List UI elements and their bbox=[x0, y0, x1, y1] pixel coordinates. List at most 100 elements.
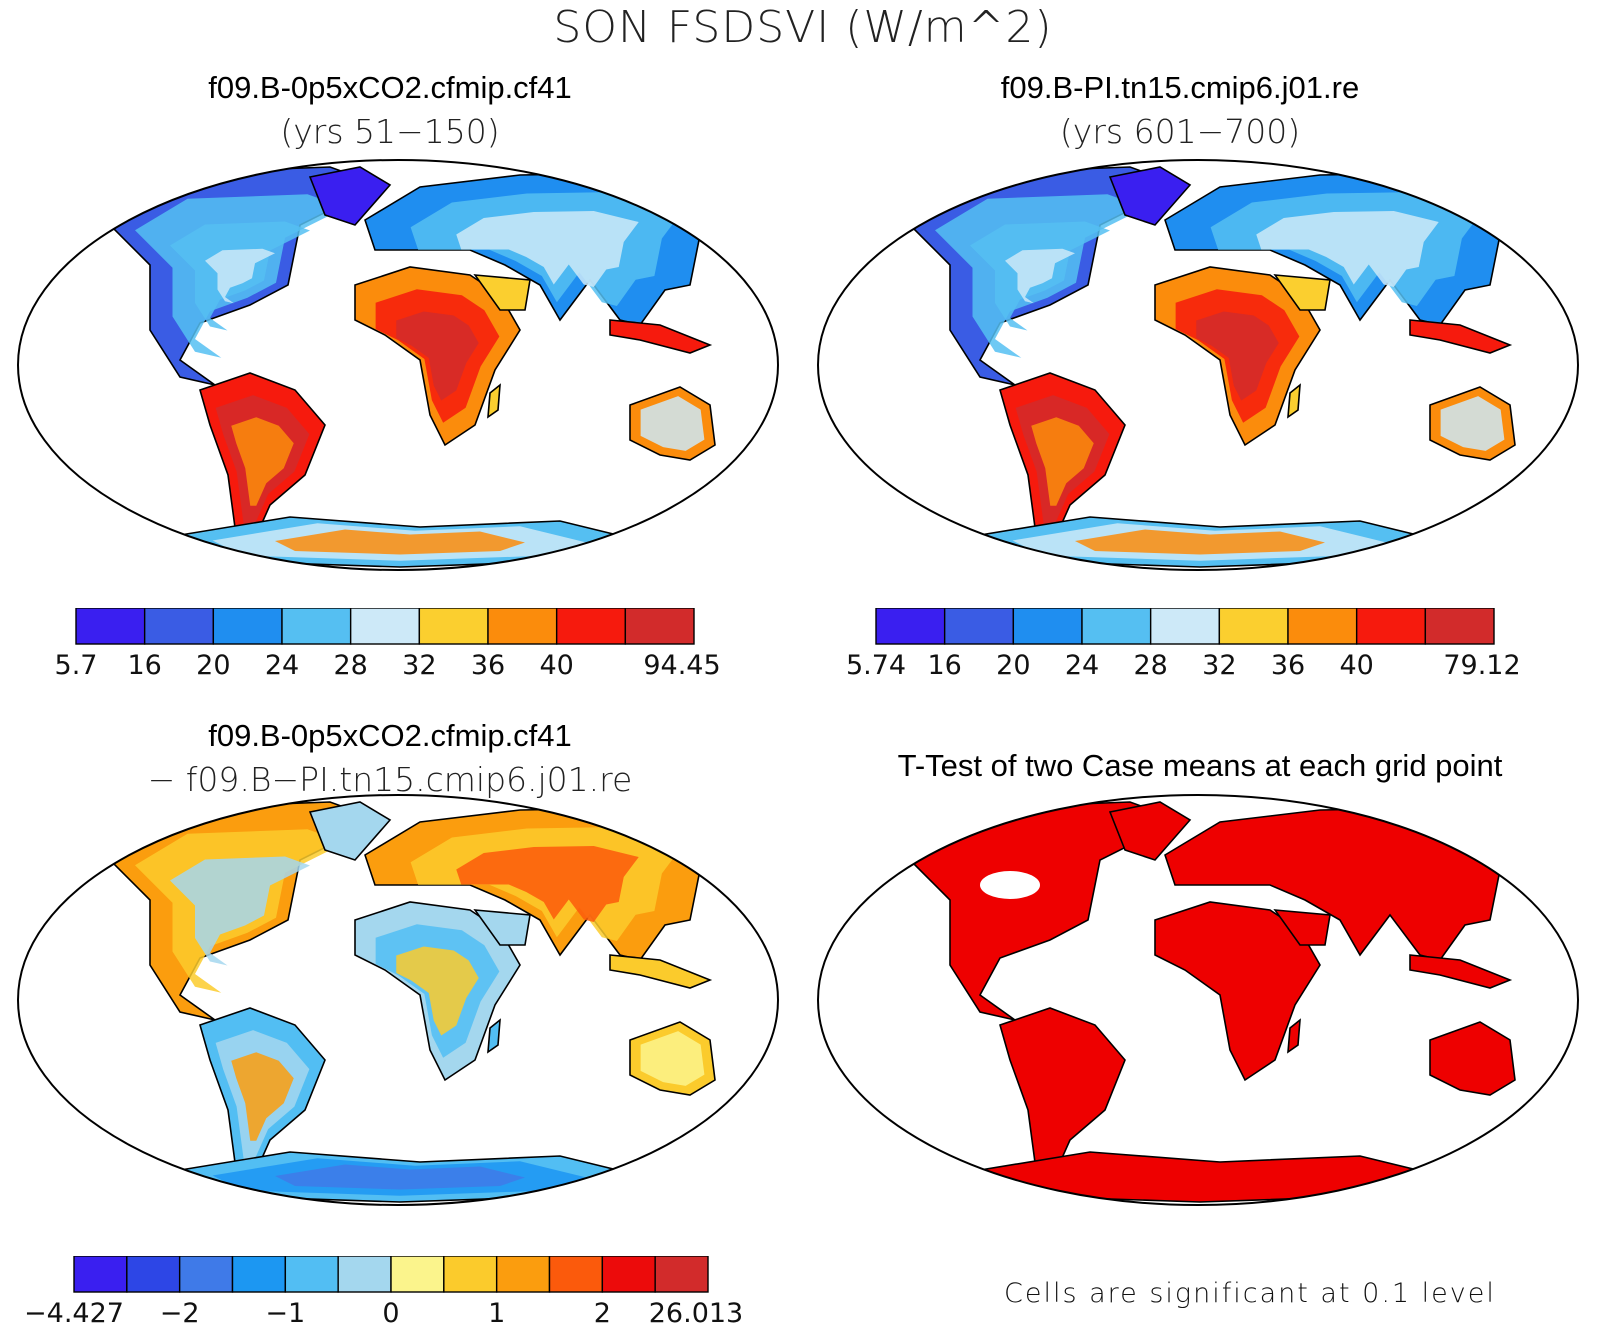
colorbar-tick-label: 40 bbox=[1339, 650, 1373, 681]
colorbar-swatch bbox=[1081, 608, 1152, 645]
colorbar-tick-label: 24 bbox=[1065, 650, 1099, 681]
main-title: SON FSDSVI (W/m^2) bbox=[553, 2, 1053, 53]
colorbar-tick-label: 40 bbox=[539, 650, 573, 681]
land-australia-band bbox=[640, 396, 705, 451]
panel-3-title: f09.B-0p5xCO2.cfmip.cf41 bbox=[208, 718, 572, 753]
colorbar-swatch bbox=[231, 1256, 287, 1293]
colorbar-swatch bbox=[126, 1256, 181, 1293]
land-antarctica bbox=[947, 1151, 1453, 1203]
colorbar-swatch bbox=[390, 1256, 445, 1293]
colorbar-tick-label: 32 bbox=[1202, 650, 1236, 681]
colorbar-swatch bbox=[75, 608, 146, 645]
colorbar-swatch bbox=[1424, 608, 1495, 645]
colorbar-swatch bbox=[548, 1256, 604, 1293]
colorbar-swatch bbox=[624, 608, 695, 645]
land-na-band bbox=[170, 856, 310, 966]
land-madagascar bbox=[487, 383, 501, 419]
map-projection-border bbox=[17, 794, 779, 1206]
land-arabia bbox=[473, 909, 531, 946]
panel-2-title: f09.B-PI.tn15.cmip6.j01.re bbox=[1000, 70, 1360, 105]
colorbar-panel-3: −4.427 −2 −1 0 1 2 26.013 bbox=[24, 1256, 743, 1329]
colorbar-swatch bbox=[1218, 608, 1289, 645]
colorbar-swatch bbox=[143, 608, 215, 645]
significance-note: Cells are significant at 0.1 level bbox=[1004, 1278, 1496, 1309]
colorbar-tick-label: −1 bbox=[265, 1298, 305, 1329]
colorbar-tick-label: 16 bbox=[927, 650, 961, 681]
land-africa-band bbox=[1196, 311, 1279, 401]
colorbar-panel-2: 5.74 16 20 24 28 32 36 40 79.12 bbox=[846, 608, 1521, 681]
land-antarctica-band bbox=[275, 1164, 525, 1190]
land-indonesia bbox=[1409, 319, 1513, 354]
land-australia-band bbox=[1440, 396, 1505, 451]
land-arabia bbox=[473, 274, 531, 311]
land-indonesia bbox=[609, 319, 713, 354]
land-madagascar bbox=[1287, 1018, 1301, 1054]
land-greenland bbox=[308, 801, 392, 861]
colorbar-tick-label: 5.74 bbox=[846, 650, 906, 681]
colorbar-tick-label: 28 bbox=[333, 650, 367, 681]
colorbar-tick-label: −4.427 bbox=[24, 1298, 124, 1329]
panel-2-subtitle: (yrs 601−700) bbox=[1059, 112, 1301, 151]
colorbar-swatch bbox=[875, 608, 946, 645]
land-na-band bbox=[1005, 248, 1075, 304]
colorbar-tick-label: 24 bbox=[265, 650, 299, 681]
colorbar-tick-label: 79.12 bbox=[1443, 650, 1520, 681]
land-australia-band bbox=[640, 1031, 705, 1086]
colorbar-swatch bbox=[1149, 608, 1221, 645]
land-indonesia bbox=[609, 954, 713, 989]
map-projection-border bbox=[817, 794, 1579, 1206]
land-africa-band bbox=[396, 946, 479, 1036]
colorbar-swatch bbox=[654, 1256, 709, 1293]
colorbar-swatch bbox=[349, 608, 421, 645]
land-sa bbox=[999, 1007, 1126, 1186]
colorbar-swatch bbox=[418, 608, 489, 645]
land-australia bbox=[1429, 1021, 1516, 1096]
colorbar-swatch bbox=[212, 608, 283, 645]
colorbar-swatch bbox=[443, 1256, 498, 1293]
colorbar-swatch bbox=[1287, 608, 1358, 645]
colorbar-tick-label: 26.013 bbox=[649, 1298, 743, 1329]
panel-1-subtitle: (yrs 51−150) bbox=[280, 112, 500, 151]
land-eurasia-band bbox=[1256, 211, 1439, 287]
land-greenland bbox=[1108, 166, 1192, 226]
land-indonesia bbox=[1409, 954, 1513, 989]
non-significant-area bbox=[980, 871, 1040, 899]
land-madagascar bbox=[1287, 383, 1301, 419]
panel-3-subtitle: − f09.B−PI.tn15.cmip6.j01.re bbox=[147, 760, 633, 799]
colorbar-tick-label: 94.45 bbox=[643, 650, 720, 681]
land-africa-band bbox=[396, 311, 479, 401]
land-sa-band bbox=[231, 417, 294, 506]
colorbar-swatch bbox=[1355, 608, 1427, 645]
colorbar-swatch bbox=[284, 1256, 339, 1293]
land-antarctica-band bbox=[275, 529, 525, 555]
colorbar-tick-label: 36 bbox=[471, 650, 505, 681]
colorbar-tick-label: 32 bbox=[402, 650, 436, 681]
land-greenland bbox=[1108, 801, 1192, 861]
colorbar-tick-label: 20 bbox=[196, 650, 230, 681]
colorbar-swatch bbox=[178, 1256, 234, 1293]
land-na-band bbox=[205, 248, 275, 304]
colorbar-tick-label: 28 bbox=[1133, 650, 1167, 681]
colorbar-swatch bbox=[601, 1256, 656, 1293]
map-panel-3 bbox=[17, 794, 779, 1206]
colorbar-swatch bbox=[487, 608, 558, 645]
land-antarctica-band bbox=[1075, 529, 1325, 555]
colorbar-swatch bbox=[555, 608, 627, 645]
colorbar-tick-label: 1 bbox=[488, 1298, 505, 1329]
land-sa-band bbox=[1031, 417, 1094, 506]
land-africa bbox=[1154, 901, 1321, 1082]
map-panel-2 bbox=[817, 159, 1579, 571]
map-panel-1 bbox=[17, 159, 779, 571]
colorbar-swatch bbox=[1012, 608, 1083, 645]
land-eurasia-band bbox=[456, 846, 639, 922]
colorbar-tick-label: −2 bbox=[160, 1298, 200, 1329]
colorbar-tick-label: 16 bbox=[127, 650, 161, 681]
colorbar-swatch bbox=[281, 608, 352, 645]
map-projection-border bbox=[817, 159, 1579, 571]
land-greenland bbox=[308, 166, 392, 226]
colorbar-tick-label: 0 bbox=[382, 1298, 399, 1329]
colorbar-swatch bbox=[337, 1256, 392, 1293]
land-sa-band bbox=[231, 1052, 294, 1141]
colorbar-swatch bbox=[943, 608, 1015, 645]
land-eurasia-band bbox=[456, 211, 639, 287]
